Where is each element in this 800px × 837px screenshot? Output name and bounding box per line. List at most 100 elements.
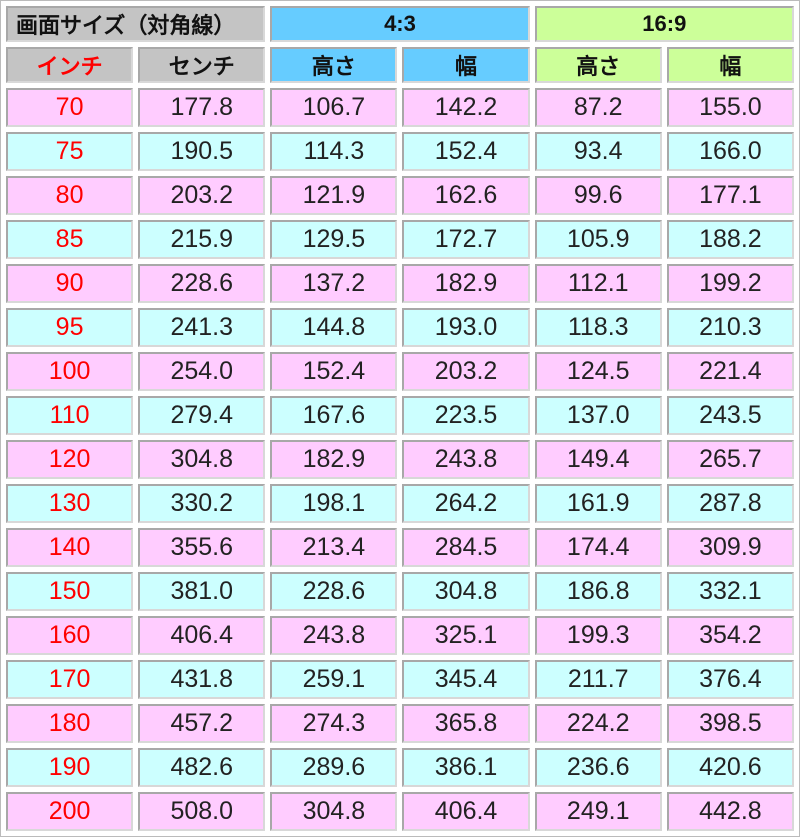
height-4-3-cell: 152.4 <box>270 352 398 391</box>
table-row: 120 304.8 182.9 243.8 149.4 265.7 <box>6 440 794 479</box>
header-row-1: 画面サイズ（対角線） 4:3 16:9 <box>6 6 794 42</box>
width-16-9-cell: 177.1 <box>666 176 794 215</box>
width-16-9-cell: 398.5 <box>666 704 794 743</box>
height-16-9-cell: 118.3 <box>534 308 662 347</box>
cm-cell: 279.4 <box>138 396 266 435</box>
height-4-3-cell: 213.4 <box>270 528 398 567</box>
height-16-9-cell: 149.4 <box>534 440 662 479</box>
inch-cell: 160 <box>6 616 134 655</box>
height-16-9-cell: 174.4 <box>534 528 662 567</box>
height-16-9-cell: 105.9 <box>534 220 662 259</box>
height-16-9-cell: 236.6 <box>534 748 662 787</box>
height-16-9-cell: 224.2 <box>534 704 662 743</box>
table-row: 130 330.2 198.1 264.2 161.9 287.8 <box>6 484 794 523</box>
table-row: 140 355.6 213.4 284.5 174.4 309.9 <box>6 528 794 567</box>
width-4-3-cell: 243.8 <box>402 440 530 479</box>
height-4-3-cell: 304.8 <box>270 792 398 831</box>
screen-size-header: 画面サイズ（対角線） <box>6 6 266 42</box>
ratio-4-3-header: 4:3 <box>270 6 530 42</box>
inch-cell: 150 <box>6 572 134 611</box>
inch-cell: 120 <box>6 440 134 479</box>
ratio-16-9-header: 16:9 <box>534 6 794 42</box>
width-4-3-cell: 406.4 <box>402 792 530 831</box>
cm-cell: 508.0 <box>138 792 266 831</box>
height-4-3-cell: 182.9 <box>270 440 398 479</box>
width-4-3-cell: 172.7 <box>402 220 530 259</box>
width-16-9-cell: 166.0 <box>666 132 794 171</box>
height-16-9-cell: 199.3 <box>534 616 662 655</box>
height-16-9-header: 高さ <box>534 47 662 83</box>
height-16-9-cell: 186.8 <box>534 572 662 611</box>
cm-cell: 304.8 <box>138 440 266 479</box>
inch-cell: 90 <box>6 264 134 303</box>
table-row: 100 254.0 152.4 203.2 124.5 221.4 <box>6 352 794 391</box>
cm-cell: 241.3 <box>138 308 266 347</box>
height-4-3-cell: 289.6 <box>270 748 398 787</box>
cm-cell: 482.6 <box>138 748 266 787</box>
inch-cell: 110 <box>6 396 134 435</box>
width-4-3-cell: 142.2 <box>402 88 530 127</box>
height-4-3-cell: 114.3 <box>270 132 398 171</box>
table-row: 110 279.4 167.6 223.5 137.0 243.5 <box>6 396 794 435</box>
width-16-9-cell: 354.2 <box>666 616 794 655</box>
width-4-3-cell: 304.8 <box>402 572 530 611</box>
inch-header: インチ <box>6 47 134 83</box>
height-4-3-cell: 243.8 <box>270 616 398 655</box>
cm-cell: 355.6 <box>138 528 266 567</box>
height-16-9-cell: 211.7 <box>534 660 662 699</box>
cm-cell: 203.2 <box>138 176 266 215</box>
width-4-3-cell: 182.9 <box>402 264 530 303</box>
height-16-9-cell: 137.0 <box>534 396 662 435</box>
cm-cell: 190.5 <box>138 132 266 171</box>
width-16-9-cell: 210.3 <box>666 308 794 347</box>
table-row: 90 228.6 137.2 182.9 112.1 199.2 <box>6 264 794 303</box>
table-row: 150 381.0 228.6 304.8 186.8 332.1 <box>6 572 794 611</box>
inch-cell: 130 <box>6 484 134 523</box>
width-16-9-cell: 155.0 <box>666 88 794 127</box>
width-4-3-cell: 264.2 <box>402 484 530 523</box>
height-4-3-cell: 228.6 <box>270 572 398 611</box>
cm-cell: 254.0 <box>138 352 266 391</box>
cm-cell: 431.8 <box>138 660 266 699</box>
height-4-3-header: 高さ <box>270 47 398 83</box>
height-16-9-cell: 249.1 <box>534 792 662 831</box>
height-4-3-cell: 144.8 <box>270 308 398 347</box>
width-4-3-cell: 193.0 <box>402 308 530 347</box>
height-4-3-cell: 167.6 <box>270 396 398 435</box>
width-4-3-cell: 284.5 <box>402 528 530 567</box>
height-16-9-cell: 93.4 <box>534 132 662 171</box>
height-16-9-cell: 87.2 <box>534 88 662 127</box>
height-4-3-cell: 106.7 <box>270 88 398 127</box>
table-row: 190 482.6 289.6 386.1 236.6 420.6 <box>6 748 794 787</box>
cm-cell: 330.2 <box>138 484 266 523</box>
table-row: 160 406.4 243.8 325.1 199.3 354.2 <box>6 616 794 655</box>
cm-header: センチ <box>138 47 266 83</box>
width-4-3-cell: 152.4 <box>402 132 530 171</box>
width-16-9-cell: 442.8 <box>666 792 794 831</box>
height-16-9-cell: 99.6 <box>534 176 662 215</box>
table-row: 95 241.3 144.8 193.0 118.3 210.3 <box>6 308 794 347</box>
cm-cell: 215.9 <box>138 220 266 259</box>
inch-cell: 190 <box>6 748 134 787</box>
height-16-9-cell: 112.1 <box>534 264 662 303</box>
table-row: 200 508.0 304.8 406.4 249.1 442.8 <box>6 792 794 831</box>
inch-cell: 85 <box>6 220 134 259</box>
width-4-3-cell: 345.4 <box>402 660 530 699</box>
width-4-3-cell: 325.1 <box>402 616 530 655</box>
inch-cell: 75 <box>6 132 134 171</box>
cm-cell: 406.4 <box>138 616 266 655</box>
cm-cell: 457.2 <box>138 704 266 743</box>
width-4-3-header: 幅 <box>402 47 530 83</box>
width-16-9-cell: 420.6 <box>666 748 794 787</box>
cm-cell: 177.8 <box>138 88 266 127</box>
width-16-9-cell: 221.4 <box>666 352 794 391</box>
width-16-9-cell: 199.2 <box>666 264 794 303</box>
height-4-3-cell: 121.9 <box>270 176 398 215</box>
width-16-9-header: 幅 <box>666 47 794 83</box>
width-16-9-cell: 309.9 <box>666 528 794 567</box>
height-4-3-cell: 137.2 <box>270 264 398 303</box>
table-row: 70 177.8 106.7 142.2 87.2 155.0 <box>6 88 794 127</box>
height-4-3-cell: 198.1 <box>270 484 398 523</box>
height-4-3-cell: 129.5 <box>270 220 398 259</box>
